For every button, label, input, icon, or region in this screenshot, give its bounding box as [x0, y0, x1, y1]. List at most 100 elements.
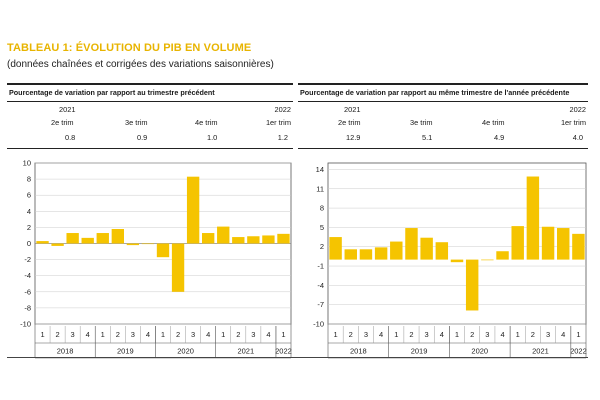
bar — [511, 226, 524, 260]
x-year-label: 2020 — [471, 347, 488, 356]
bar — [277, 233, 290, 244]
summary-value: 1.0 — [207, 133, 218, 142]
x-tick-label: 1 — [221, 330, 225, 339]
bar — [66, 233, 79, 244]
y-tick-label: 8 — [320, 204, 324, 213]
summary-value: 0.9 — [137, 133, 148, 142]
x-year-label: 2018 — [350, 347, 367, 356]
x-year-label: 2018 — [57, 347, 74, 356]
bar — [171, 243, 185, 292]
x-year-label: 2021 — [237, 347, 254, 356]
y-tick-label: -2 — [24, 255, 31, 264]
x-tick-label: 4 — [440, 330, 444, 339]
bar — [390, 241, 403, 260]
x-tick-label: 1 — [455, 330, 459, 339]
panel-heading: Pourcentage de variation par rapport au … — [7, 85, 293, 102]
x-year-label: 2022 — [570, 347, 587, 356]
summary-quarter: 1er trim — [560, 118, 586, 127]
chart-yearly: 14 11 8 5 2 -1 -4 -7 -10 1 2 3 4 1 2 3 4 1 2 3 4 1 2 3 4 1 2018 201… — [313, 162, 587, 359]
bar — [156, 243, 170, 258]
bar — [405, 228, 418, 260]
bar — [202, 233, 215, 244]
y-tick-label: -8 — [24, 303, 31, 312]
bar — [557, 228, 570, 260]
x-tick-label: 3 — [71, 330, 75, 339]
bar — [96, 233, 109, 244]
x-tick-label: 3 — [425, 330, 429, 339]
x-tick-label: 4 — [561, 330, 565, 339]
summary-value: 5.1 — [422, 133, 433, 142]
bar — [450, 259, 464, 263]
bar — [329, 237, 342, 260]
summary-value: 4.0 — [572, 133, 583, 142]
x-year-label: 2022 — [275, 347, 292, 356]
bar — [541, 226, 555, 260]
summary-table: 2021 2022 2e trim 3e trim 4e trim 1er tr… — [298, 102, 588, 149]
y-tick-label: 2 — [27, 223, 31, 232]
x-tick-label: 1 — [281, 330, 285, 339]
bar — [435, 242, 449, 260]
bar — [111, 229, 124, 244]
bar — [141, 243, 155, 245]
y-tick-label: -4 — [317, 281, 324, 290]
bar — [186, 176, 200, 244]
chart-quarterly: 10 8 6 4 2 0 -2 -4 -6 -8 -10 1 2 3 4 1 2 3 4 1 2 3 4 1 2 3 4 1 2018 2… — [20, 159, 292, 359]
x-tick-label: 4 — [146, 330, 150, 339]
summary-quarter: 1er trim — [265, 118, 291, 127]
summary-value: 12.9 — [346, 133, 361, 142]
panel-heading: Pourcentage de variation par rapport au … — [298, 85, 588, 102]
x-tick-label: 3 — [364, 330, 368, 339]
y-tick-label: 2 — [320, 242, 324, 251]
x-tick-label: 1 — [334, 330, 338, 339]
x-tick-label: 1 — [394, 330, 398, 339]
bar — [344, 249, 357, 260]
panel-yearly: Pourcentage de variation par rapport au … — [298, 83, 588, 366]
bar — [465, 259, 479, 311]
x-tick-label: 2 — [236, 330, 240, 339]
summary-quarter: 4e trim — [482, 118, 505, 127]
bar — [481, 259, 494, 261]
bar — [217, 226, 230, 244]
y-tick-label: -10 — [20, 320, 31, 329]
x-tick-label: 2 — [56, 330, 60, 339]
panel-quarterly: Pourcentage de variation par rapport au … — [7, 83, 293, 366]
y-tick-label: -4 — [24, 271, 31, 280]
y-tick-label: 5 — [320, 223, 324, 232]
x-tick-label: 3 — [191, 330, 195, 339]
bar — [232, 237, 245, 244]
x-year-label: 2019 — [411, 347, 428, 356]
summary-value: 4.9 — [494, 133, 505, 142]
summary-quarter: 2e trim — [51, 118, 74, 127]
summary-value: 1.2 — [277, 133, 288, 142]
y-tick-label: -7 — [317, 300, 324, 309]
y-tick-label: -1 — [317, 262, 324, 271]
y-tick-label: 0 — [27, 239, 31, 248]
summary-quarter: 3e trim — [410, 118, 433, 127]
x-tick-label: 4 — [266, 330, 270, 339]
summary-year-left: 2021 — [344, 105, 361, 114]
bar — [262, 235, 275, 244]
bar — [420, 237, 433, 260]
x-tick-label: 3 — [546, 330, 550, 339]
bar — [572, 233, 585, 260]
x-tick-label: 2 — [176, 330, 180, 339]
bar — [51, 243, 64, 246]
x-tick-label: 4 — [206, 330, 210, 339]
x-tick-label: 3 — [485, 330, 489, 339]
bar — [81, 237, 94, 244]
x-tick-label: 4 — [379, 330, 383, 339]
summary-year-right: 2022 — [569, 105, 586, 114]
x-tick-label: 2 — [349, 330, 353, 339]
x-tick-label: 4 — [500, 330, 504, 339]
x-year-label: 2019 — [117, 347, 134, 356]
x-tick-label: 1 — [516, 330, 520, 339]
y-tick-label: 14 — [316, 165, 324, 174]
x-year-label: 2020 — [177, 347, 194, 356]
bar — [126, 243, 140, 246]
y-tick-label: -6 — [24, 287, 31, 296]
y-tick-label: 6 — [27, 191, 31, 200]
y-tick-label: 4 — [27, 207, 31, 216]
y-tick-label: 11 — [316, 184, 324, 193]
summary-year-right: 2022 — [274, 105, 291, 114]
x-tick-label: 1 — [101, 330, 105, 339]
